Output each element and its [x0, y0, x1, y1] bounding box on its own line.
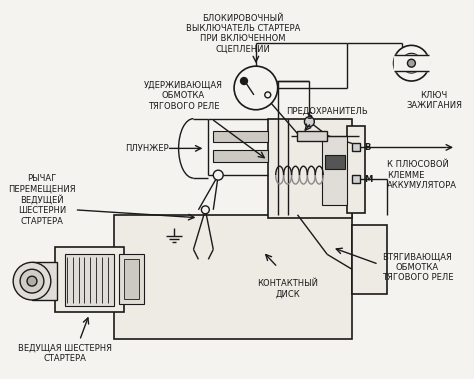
Bar — [32, 262, 57, 300]
Bar — [124, 259, 139, 299]
Circle shape — [234, 66, 278, 110]
Bar — [325, 155, 345, 169]
Circle shape — [408, 59, 415, 67]
Circle shape — [20, 269, 44, 293]
Bar — [322, 136, 347, 205]
Text: ВТЯГИВАЮЩАЯ
ОБМОТКА
ТЯГОВОГО РЕЛЕ: ВТЯГИВАЮЩАЯ ОБМОТКА ТЯГОВОГО РЕЛЕ — [382, 252, 453, 282]
Text: B: B — [364, 143, 370, 152]
Circle shape — [27, 276, 37, 286]
Circle shape — [213, 170, 223, 180]
Bar — [119, 254, 144, 304]
Text: ПРЕДОХРАНИТЕЛЬ: ПРЕДОХРАНИТЕЛЬ — [286, 107, 368, 116]
Text: M: M — [364, 175, 372, 183]
Bar — [393, 55, 429, 71]
Bar — [352, 143, 360, 151]
Circle shape — [393, 45, 429, 81]
Circle shape — [401, 53, 421, 73]
Text: К ПЛЮСОВОЙ
КЛЕММЕ
АККУМУЛЯТОРА: К ПЛЮСОВОЙ КЛЕММЕ АККУМУЛЯТОРА — [387, 160, 456, 190]
Circle shape — [201, 206, 210, 214]
Text: КОНТАКТНЫЙ
ДИСК: КОНТАКТНЫЙ ДИСК — [257, 279, 318, 299]
Circle shape — [304, 117, 314, 127]
Bar — [55, 247, 124, 312]
Bar — [213, 130, 268, 143]
Bar — [213, 150, 268, 162]
Text: ПЛУНЖЕР: ПЛУНЖЕР — [125, 144, 169, 153]
Bar — [114, 215, 352, 338]
Text: УДЕРЖИВАЮЩАЯ
ОБМОТКА
ТЯГОВОГО РЕЛЕ: УДЕРЖИВАЮЩАЯ ОБМОТКА ТЯГОВОГО РЕЛЕ — [144, 81, 223, 111]
Text: КЛЮЧ
ЗАЖИГАНИЯ: КЛЮЧ ЗАЖИГАНИЯ — [406, 91, 462, 110]
Circle shape — [240, 78, 247, 85]
Bar — [352, 175, 360, 183]
Bar — [298, 130, 327, 141]
Circle shape — [13, 262, 51, 300]
Circle shape — [265, 92, 271, 98]
Text: S: S — [306, 112, 312, 121]
Bar — [64, 254, 114, 306]
Text: РЫЧАГ
ПЕРЕМЕЩЕНИЯ
ВЕДУЩЕЙ
ШЕСТЕРНИ
СТАРТЕРА: РЫЧАГ ПЕРЕМЕЩЕНИЯ ВЕДУЩЕЙ ШЕСТЕРНИ СТАРТ… — [8, 174, 76, 226]
Bar — [268, 119, 352, 218]
Bar — [352, 225, 387, 294]
Text: БЛОКИРОВОЧНЫЙ
ВЫКЛЮЧАТЕЛЬ СТАРТЕРА
ПРИ ВКЛЮЧЕННОМ
СЦЕПЛЕНИИ: БЛОКИРОВОЧНЫЙ ВЫКЛЮЧАТЕЛЬ СТАРТЕРА ПРИ В… — [186, 14, 300, 54]
Text: ВЕДУЩАЯ ШЕСТЕРНЯ
СТАРТЕРА: ВЕДУЩАЯ ШЕСТЕРНЯ СТАРТЕРА — [18, 344, 112, 363]
Bar — [347, 125, 365, 213]
